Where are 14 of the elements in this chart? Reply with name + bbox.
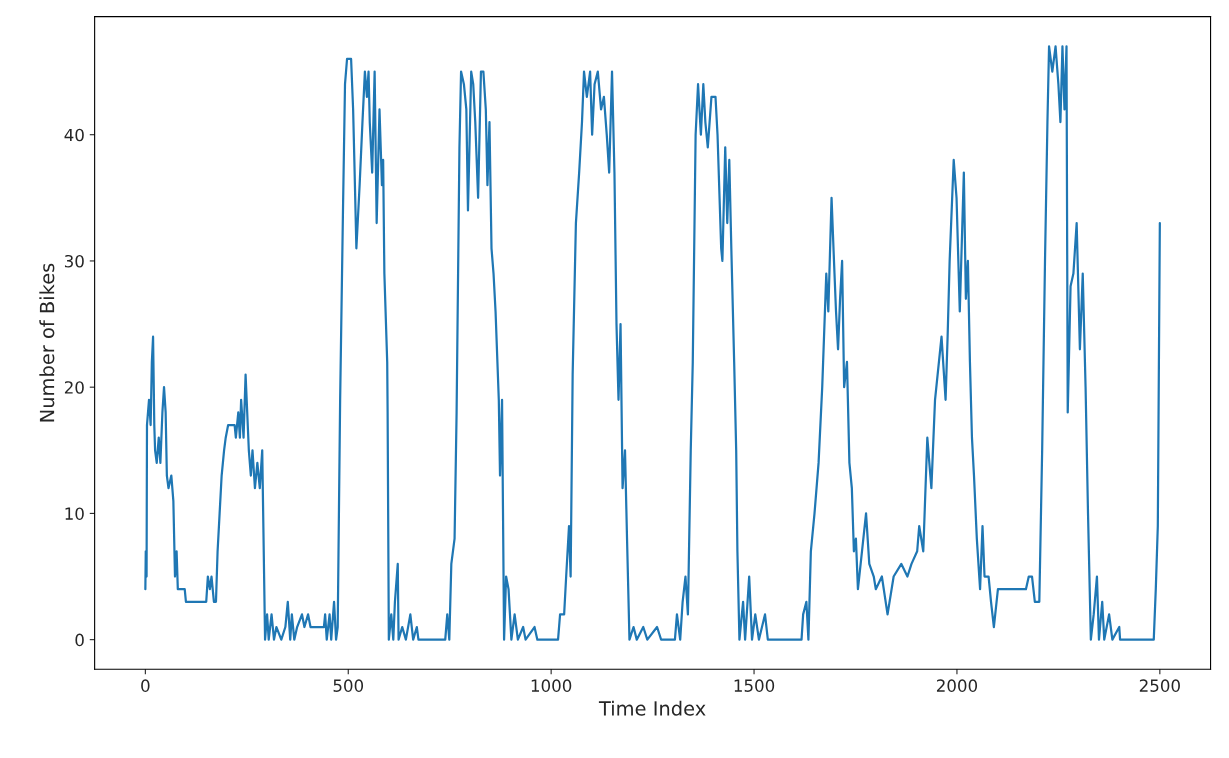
x-tick-label: 2000 — [936, 679, 978, 692]
y-tick-label: 0 — [75, 633, 84, 647]
x-tick-label: 0 — [141, 679, 150, 692]
line-series — [144, 45, 1161, 641]
x-axis-title: Time Index — [598, 700, 706, 716]
x-tick-label: 2500 — [1139, 679, 1180, 692]
y-tick-label: 10 — [65, 507, 84, 520]
x-tick-label: 1000 — [531, 679, 572, 692]
y-tick-label: 40 — [64, 128, 84, 142]
y-tick-label: 30 — [64, 254, 84, 268]
y-tick-label: 20 — [64, 381, 84, 394]
x-tick-label: 1500 — [734, 679, 775, 692]
y-axis-title: Number of Bikes — [39, 263, 55, 422]
x-tick-label: 500 — [333, 679, 364, 692]
